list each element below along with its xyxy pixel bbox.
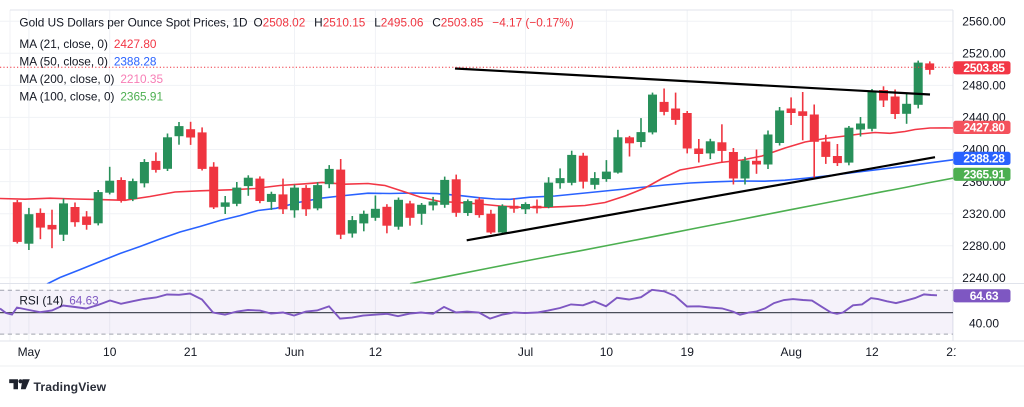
svg-text:2365.91: 2365.91 [963,168,1005,182]
svg-text:MA (50, close, 0) 2388.28: MA (50, close, 0) 2388.28 [19,55,157,69]
svg-text:MA (21, close, 0) 2427.80: MA (21, close, 0) 2427.80 [19,37,157,51]
svg-text:Jul: Jul [518,345,533,359]
svg-text:TradingView: TradingView [34,380,107,394]
svg-text:2560.00: 2560.00 [962,14,1006,28]
svg-text:2503.85: 2503.85 [963,61,1005,75]
svg-text:40.00: 40.00 [969,316,999,330]
svg-text:10: 10 [103,345,117,359]
svg-text:10: 10 [600,345,614,359]
svg-text:12: 12 [369,345,383,359]
svg-text:2520.00: 2520.00 [962,47,1006,61]
svg-text:2427.80: 2427.80 [963,121,1005,135]
svg-text:Gold US Dollars per Ounce Spot: Gold US Dollars per Ounce Spot Prices, 1… [19,16,573,30]
svg-text:2320.00: 2320.00 [962,207,1006,221]
svg-text:19: 19 [681,345,695,359]
svg-text:Aug: Aug [781,345,802,359]
svg-text:2388.28: 2388.28 [963,152,1005,166]
svg-text:MA (100, close, 0) 2365.91: MA (100, close, 0) 2365.91 [19,89,163,103]
svg-text:21: 21 [184,345,198,359]
svg-text:2240.00: 2240.00 [962,271,1006,285]
svg-text:MA (200, close, 0) 2210.35: MA (200, close, 0) 2210.35 [19,72,163,86]
svg-text:May: May [18,345,41,359]
svg-text:64.63: 64.63 [970,289,999,303]
svg-text:Jun: Jun [285,345,304,359]
svg-text:2480.00: 2480.00 [962,79,1006,93]
svg-text:RSI (14) 64.63: RSI (14) 64.63 [19,294,99,308]
svg-text:12: 12 [865,345,879,359]
svg-text:21: 21 [946,345,960,359]
svg-text:2280.00: 2280.00 [962,239,1006,253]
